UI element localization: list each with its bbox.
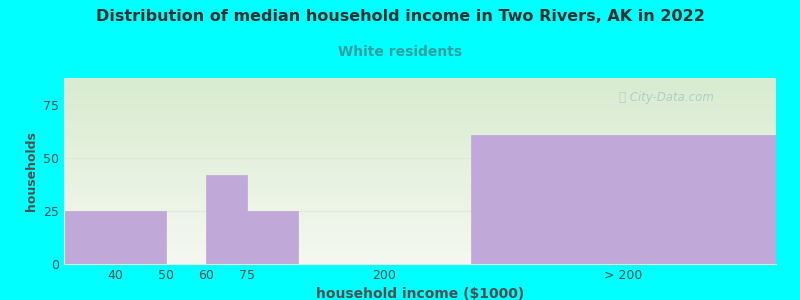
- Text: Distribution of median household income in Two Rivers, AK in 2022: Distribution of median household income …: [95, 9, 705, 24]
- Bar: [206, 175, 247, 264]
- Y-axis label: households: households: [25, 131, 38, 211]
- Text: ⓘ City-Data.com: ⓘ City-Data.com: [619, 91, 714, 104]
- Bar: [64, 211, 166, 264]
- X-axis label: household income ($1000): household income ($1000): [316, 287, 524, 300]
- Bar: [247, 211, 298, 264]
- Text: White residents: White residents: [338, 45, 462, 59]
- Bar: [471, 135, 776, 264]
